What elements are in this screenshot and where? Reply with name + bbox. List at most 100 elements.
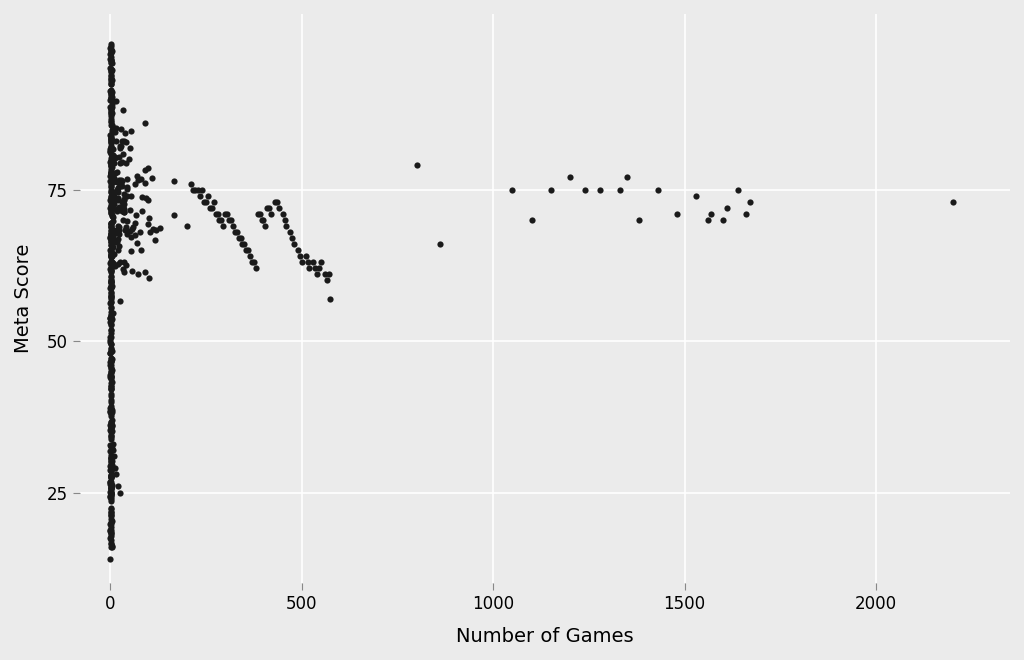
Point (102, 483, 119, 494)
Point (102, 473, 119, 484)
Point (102, 356, 119, 366)
Point (279, 220, 295, 231)
Point (261, 203, 278, 213)
Point (111, 224, 127, 235)
Point (108, 136, 124, 147)
Point (103, 531, 120, 541)
Point (109, 184, 125, 195)
Point (103, 222, 120, 232)
Point (102, 117, 119, 127)
Point (102, 168, 119, 178)
Point (103, 142, 120, 152)
Point (103, 64, 120, 75)
Point (102, 114, 119, 125)
Point (103, 48, 120, 59)
Point (200, 190, 216, 201)
Point (102, 222, 119, 232)
Point (102, 496, 119, 507)
Point (103, 73, 120, 84)
Point (102, 156, 119, 167)
Point (110, 481, 126, 492)
Point (311, 263, 328, 274)
Point (102, 332, 119, 343)
Point (102, 144, 119, 154)
Point (147, 225, 164, 236)
Point (318, 275, 335, 286)
Point (103, 41, 120, 51)
Point (209, 209, 225, 219)
Point (102, 507, 119, 517)
Point (102, 482, 119, 492)
Point (102, 477, 119, 487)
Point (102, 92, 119, 102)
Point (110, 187, 126, 197)
Point (297, 251, 313, 261)
Point (669, 209, 685, 219)
Point (504, 184, 520, 195)
Point (137, 165, 154, 176)
Point (104, 204, 121, 214)
Point (123, 265, 139, 276)
Point (263, 209, 280, 219)
Point (102, 490, 119, 500)
Point (102, 521, 119, 532)
Point (166, 176, 182, 187)
Point (102, 277, 119, 287)
Point (223, 214, 240, 225)
Point (102, 106, 119, 116)
Point (102, 371, 119, 381)
Point (102, 206, 119, 216)
Point (286, 239, 302, 249)
Point (103, 92, 120, 102)
Point (123, 232, 139, 243)
Point (102, 265, 119, 275)
Point (102, 219, 119, 230)
Point (113, 141, 129, 152)
Point (109, 205, 125, 216)
Point (102, 228, 119, 239)
Point (103, 194, 120, 205)
Point (208, 209, 224, 219)
Point (592, 184, 608, 195)
Point (108, 123, 124, 133)
Point (103, 58, 120, 69)
Point (102, 420, 119, 430)
Point (114, 196, 130, 207)
Point (119, 182, 135, 192)
Point (103, 107, 120, 117)
Point (211, 214, 227, 225)
Point (103, 251, 120, 261)
Point (102, 401, 119, 411)
Point (103, 354, 120, 364)
Point (111, 221, 127, 232)
Point (102, 313, 119, 323)
Point (103, 479, 120, 490)
Point (103, 57, 120, 68)
Point (102, 155, 119, 166)
Point (103, 346, 120, 356)
Point (103, 490, 120, 500)
Point (102, 434, 119, 445)
Point (102, 381, 119, 391)
Point (102, 405, 119, 416)
Point (102, 344, 119, 354)
Point (108, 95, 124, 106)
Point (102, 450, 119, 461)
Point (321, 269, 337, 280)
Point (703, 209, 720, 219)
Point (104, 234, 121, 244)
Point (103, 152, 120, 162)
Point (102, 488, 119, 498)
Point (143, 172, 160, 183)
Point (103, 414, 120, 425)
Point (102, 411, 119, 421)
Point (110, 194, 126, 205)
Point (102, 354, 119, 364)
Point (103, 542, 120, 552)
Point (103, 510, 120, 521)
Point (106, 248, 123, 259)
Point (102, 539, 119, 549)
Point (140, 195, 157, 205)
Point (102, 156, 119, 167)
Point (103, 365, 120, 376)
